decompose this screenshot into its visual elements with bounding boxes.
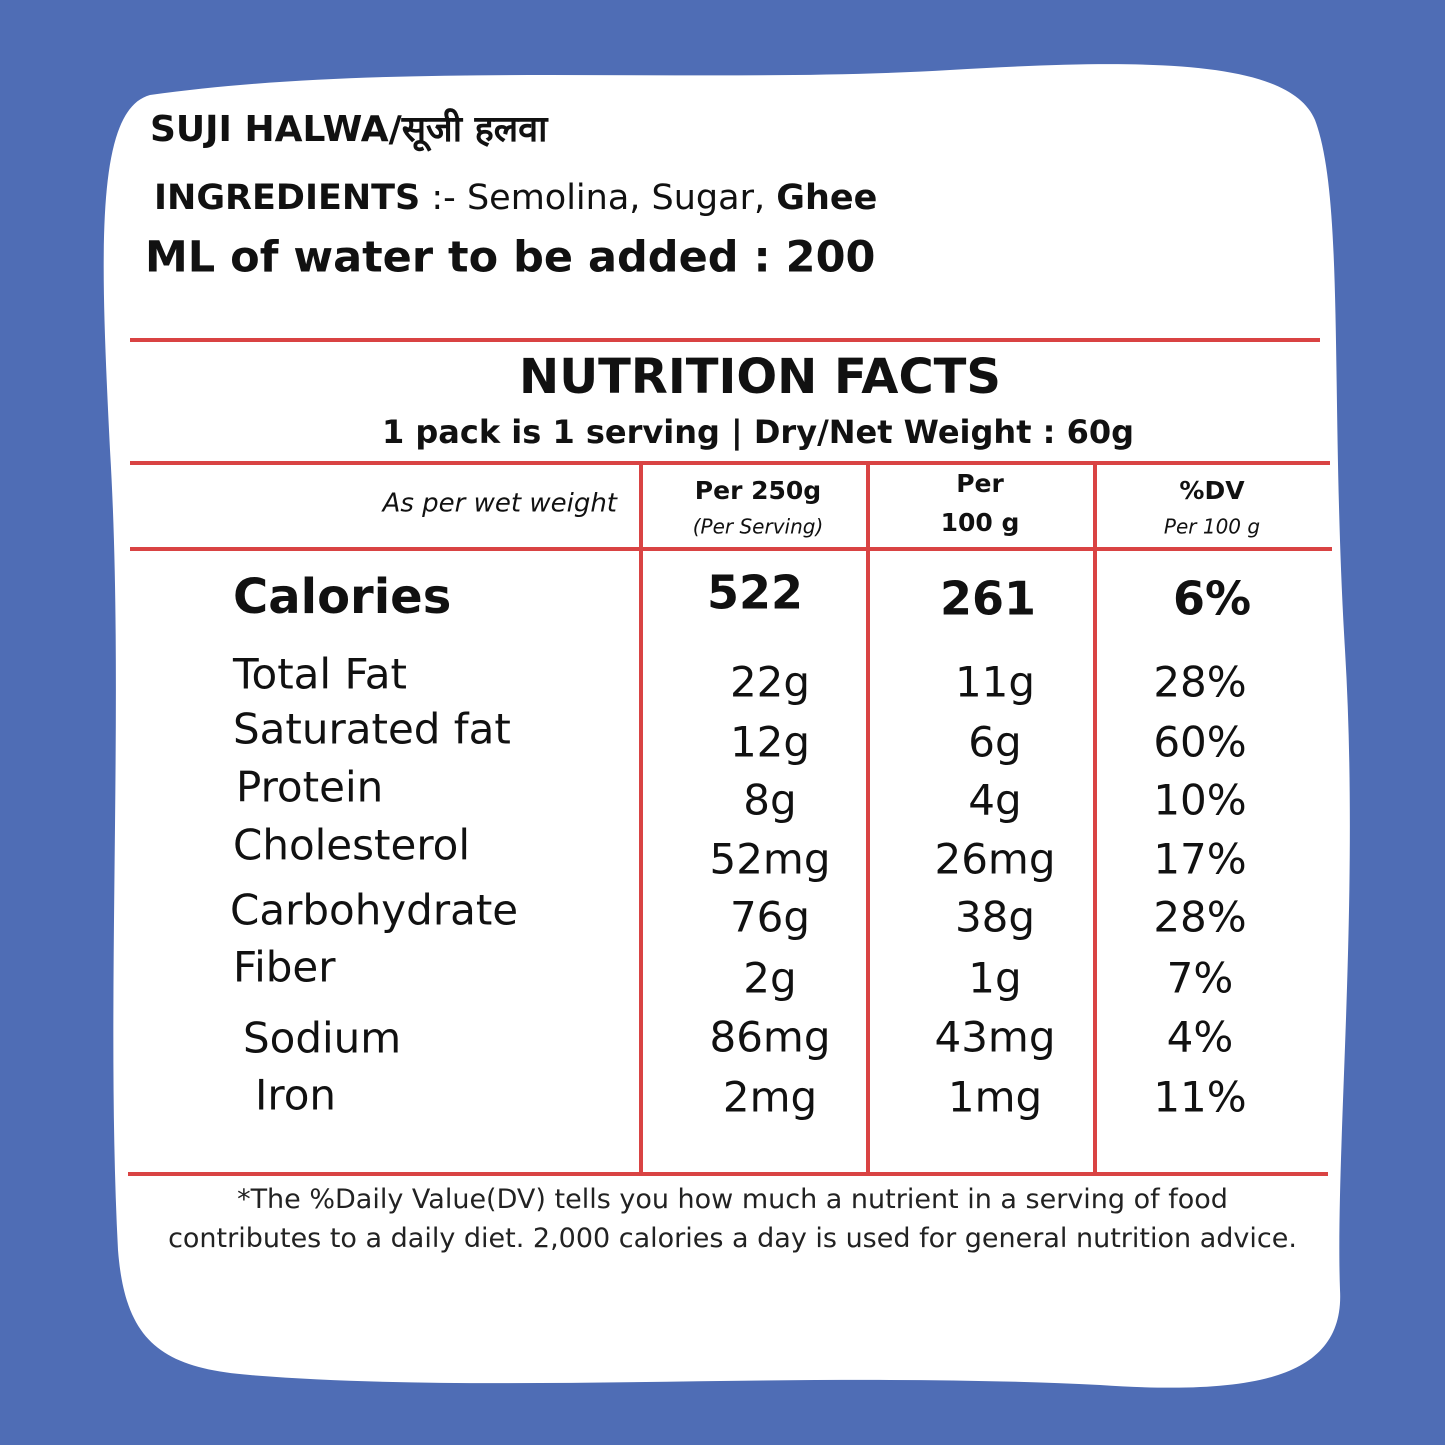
nutrient-value: 22g bbox=[730, 658, 810, 707]
nutrient-name: Fiber bbox=[233, 943, 336, 992]
col-title: %DV bbox=[1179, 476, 1245, 505]
basis: As per wet weight bbox=[381, 489, 618, 519]
ingredients-label: INGREDIENTS bbox=[154, 178, 420, 218]
nutrient-value: 7% bbox=[1167, 954, 1234, 1003]
water-note: ML of water to be added : 200 bbox=[145, 233, 875, 283]
nutrient-value: 86mg bbox=[709, 1013, 830, 1062]
nutrient-value: 8g bbox=[743, 776, 796, 825]
col-sub: (Per Serving) bbox=[693, 515, 824, 539]
nutrient-value: 52mg bbox=[709, 835, 830, 884]
nutrient-value: 1mg bbox=[948, 1073, 1042, 1122]
white-card bbox=[103, 64, 1350, 1388]
nutrient-value: 4g bbox=[968, 776, 1021, 825]
nutrient-value: 10% bbox=[1153, 776, 1246, 825]
nutrient-name: Sodium bbox=[243, 1014, 401, 1063]
serving-info: 1 pack is 1 serving | Dry/Net Weight : 6… bbox=[382, 413, 1134, 452]
col-title: Per 250g bbox=[695, 476, 821, 505]
nutrient-name: Calories bbox=[233, 569, 451, 625]
nutrient-name: Saturated fat bbox=[233, 705, 511, 754]
col-title: Per bbox=[956, 469, 1004, 498]
nutrient-name: Protein bbox=[236, 763, 383, 812]
nutrient-value: 26mg bbox=[934, 835, 1055, 884]
ingredients: INGREDIENTS :- Semolina, Sugar, Ghee bbox=[154, 178, 877, 218]
nutrient-value: 6g bbox=[968, 718, 1021, 767]
nutrient-value: 28% bbox=[1153, 893, 1246, 942]
facts-title: NUTRITION FACTS bbox=[519, 349, 1001, 405]
nutrient-value: 4% bbox=[1167, 1013, 1234, 1062]
nutrient-value: 6% bbox=[1173, 572, 1251, 626]
nutrient-value: 38g bbox=[955, 893, 1035, 942]
footnote: *The %Daily Value(DV) tells you how much… bbox=[168, 1184, 1297, 1254]
nutrient-name: Total Fat bbox=[232, 650, 407, 699]
nutrient-value: 43mg bbox=[934, 1013, 1055, 1062]
nutrient-value: 28% bbox=[1153, 658, 1246, 707]
nutrient-value: 11g bbox=[955, 658, 1035, 707]
nutrient-value: 2g bbox=[743, 954, 796, 1003]
nutrient-name: Iron bbox=[255, 1071, 336, 1120]
nutrient-value: 1g bbox=[968, 954, 1021, 1003]
ingredients-text: :- Semolina, Sugar, bbox=[420, 178, 776, 218]
nutrient-value: 12g bbox=[730, 718, 810, 767]
nutrient-value: 522 bbox=[707, 566, 803, 620]
ingredients-bold: Ghee bbox=[776, 178, 877, 218]
nutrient-value: 60% bbox=[1153, 718, 1246, 767]
nutrient-value: 76g bbox=[730, 893, 810, 942]
col-sub: 100 g bbox=[941, 508, 1020, 537]
nutrient-value: 11% bbox=[1153, 1073, 1246, 1122]
nutrient-name: Carbohydrate bbox=[230, 886, 518, 935]
nutrient-name: Cholesterol bbox=[233, 821, 470, 870]
nutrient-value: 17% bbox=[1153, 835, 1246, 884]
nutrient-value: 261 bbox=[940, 572, 1036, 626]
product-title: SUJI HALWA/सूजी हलवा bbox=[150, 108, 549, 152]
nutrient-value: 2mg bbox=[723, 1073, 817, 1122]
col-sub: Per 100 g bbox=[1164, 515, 1260, 539]
